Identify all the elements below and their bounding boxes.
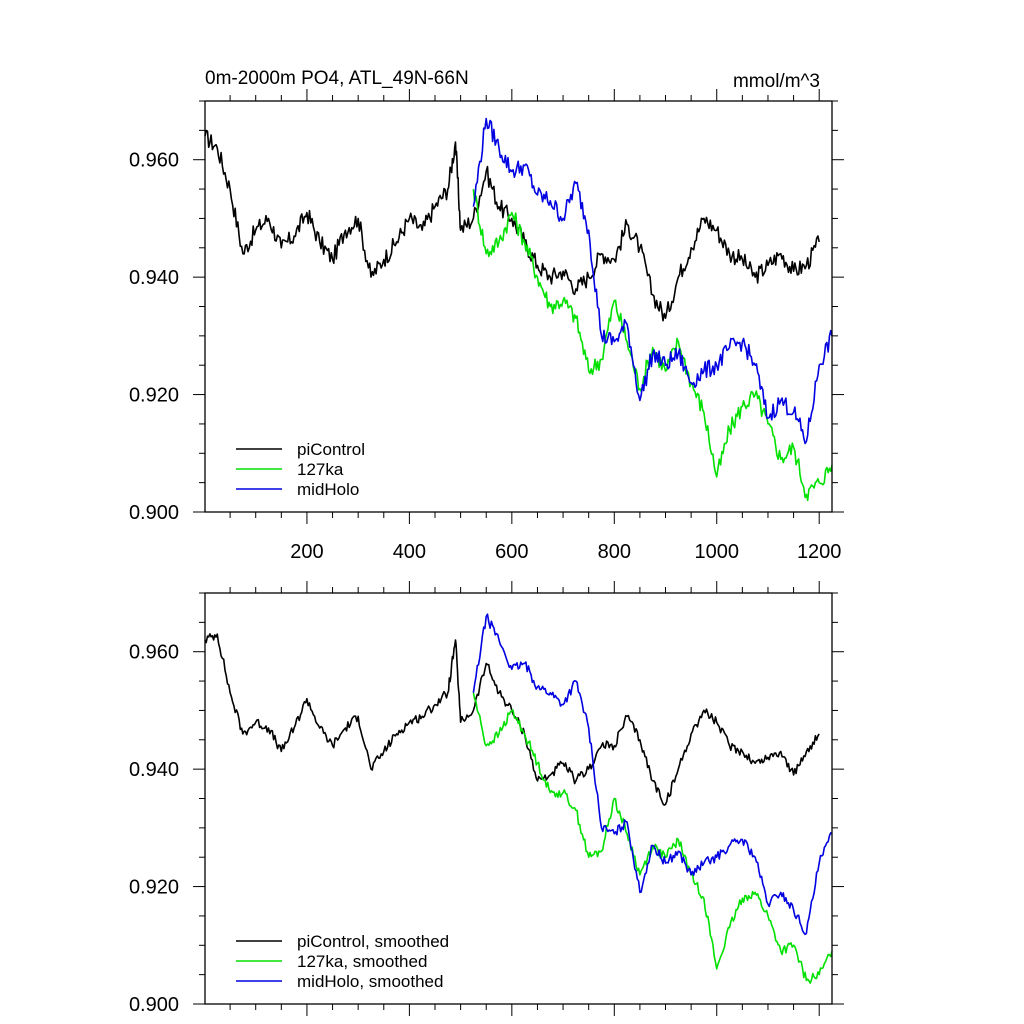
x-tick-labels: 200 400 600 800 1000 1200 xyxy=(290,541,841,563)
legend-label: midHolo xyxy=(297,480,359,499)
y-tick-label: 0.920 xyxy=(129,877,179,899)
series-line-midHolo xyxy=(472,613,833,936)
y-tick-label: 0.940 xyxy=(129,759,179,781)
series-lines xyxy=(204,613,833,984)
series-line-127ka xyxy=(472,189,833,502)
series-line-piControl xyxy=(204,633,820,806)
tick-marks xyxy=(193,89,844,524)
chart-panel-bottom: 0.900 0.920 0.940 0.960 piControl, smoothed… xyxy=(129,581,844,1016)
x-tick-label: 200 xyxy=(290,541,323,563)
chart-title: 0m-2000m PO4, ATL_49N-66N xyxy=(205,68,469,89)
y-tick-label: 0.960 xyxy=(129,642,179,664)
units-label: mmol/m^3 xyxy=(733,71,820,92)
y-tick-label: 0.900 xyxy=(129,502,179,524)
chart-panel-top: 0m-2000m PO4, ATL_49N-66N mmol/m^3 0.900… xyxy=(129,68,844,563)
y-tick-label: 0.920 xyxy=(129,385,179,407)
x-tick-label: 800 xyxy=(598,541,631,563)
x-tick-label: 600 xyxy=(495,541,528,563)
legend-label: piControl xyxy=(297,440,365,459)
y-tick-labels: 0.900 0.920 0.940 0.960 xyxy=(129,642,179,1016)
legend-label: 127ka, smoothed xyxy=(297,952,427,971)
y-tick-label: 0.940 xyxy=(129,267,179,289)
y-tick-labels: 0.900 0.920 0.940 0.960 xyxy=(129,150,179,524)
x-tick-label: 1200 xyxy=(797,541,842,563)
series-lines xyxy=(204,117,833,502)
y-tick-label: 0.900 xyxy=(129,994,179,1016)
legend-label: midHolo, smoothed xyxy=(297,972,443,991)
plot-frame xyxy=(204,592,833,1005)
series-line-midHolo xyxy=(472,117,833,445)
x-tick-label: 1000 xyxy=(694,541,739,563)
y-tick-label: 0.960 xyxy=(129,150,179,172)
legend-label: 127ka xyxy=(297,460,344,479)
legend-label: piControl, smoothed xyxy=(297,932,449,951)
tick-marks xyxy=(193,581,844,1016)
series-line-piControl xyxy=(204,129,820,322)
x-tick-label: 400 xyxy=(393,541,426,563)
plot-frame xyxy=(204,100,833,513)
